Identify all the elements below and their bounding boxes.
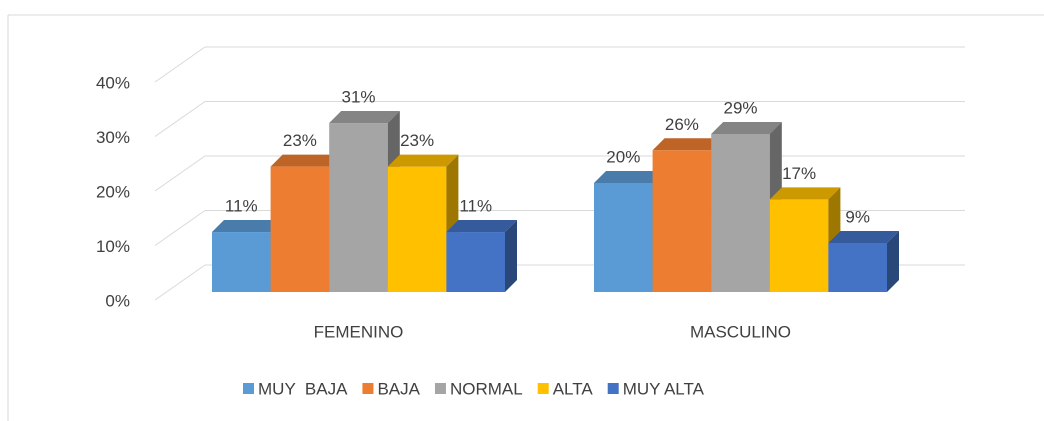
bar-top [387,154,459,167]
x-tick-label: MASCULINO [690,322,791,341]
bar [446,220,517,292]
bar-top [446,220,517,233]
data-label: 23% [400,131,434,150]
bar-front [769,199,829,292]
legend-label: BAJA [377,379,420,398]
bar-top [329,111,400,124]
bar-front [652,150,712,292]
y-tick-label: 40% [96,73,130,92]
legend-label: NORMAL [450,379,523,398]
legend-swatch [434,383,446,394]
grid-line [154,101,206,137]
bar-top [212,220,283,233]
bar-top [769,187,841,200]
legend-label: MUY BAJA [258,379,348,398]
data-label: 9% [845,207,870,226]
legend-swatch [243,383,254,394]
grid-line [154,155,206,192]
bar-front [711,133,770,292]
bar-top [270,154,342,167]
bar-front [594,183,653,292]
y-tick-label: 0% [105,291,130,310]
grid-line [154,264,206,301]
bar-front [212,232,271,292]
bar [711,121,782,292]
data-label: 11% [225,197,258,216]
bar-front [329,123,388,292]
grid-line [154,210,206,246]
bar [387,154,459,292]
legend-swatch [607,383,619,394]
bar-front [387,166,447,292]
legend-label: MUY ALTA [623,379,705,398]
data-label: 20% [606,147,640,166]
bar-top [828,230,899,243]
legend-swatch [362,383,374,394]
y-tick-label: 30% [96,128,130,147]
data-label: 26% [665,115,699,134]
bar-top [652,138,724,151]
bar-front [828,242,887,292]
data-label: 23% [283,131,317,150]
data-label: 31% [341,88,375,107]
data-label: 17% [782,164,816,183]
bar-top [594,171,665,183]
bar-side [505,220,517,292]
bar-front [446,232,505,292]
y-tick-label: 20% [96,182,130,201]
grid-line [154,46,206,83]
data-label: 11% [459,197,492,216]
x-tick-label: FEMENINO [314,322,404,341]
y-tick-label: 10% [96,237,130,256]
bar-front [270,166,330,292]
bar [828,230,899,292]
legend-swatch [537,383,549,394]
legend-label: ALTA [553,379,594,398]
bar-top [711,121,782,134]
data-label: 29% [723,98,757,117]
bar-side [887,230,899,292]
